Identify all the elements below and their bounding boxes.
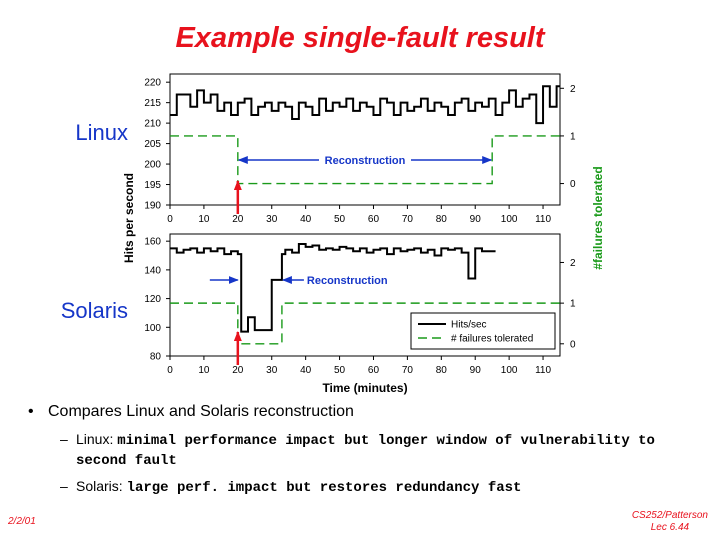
sub-bullet-linux: – Linux: minimal performance impact but … xyxy=(60,430,708,470)
y-tick-label: 190 xyxy=(144,201,161,212)
x-tick-label: 0 xyxy=(167,214,173,225)
series-line-hits xyxy=(170,243,496,333)
legend-label-hits: Hits/sec xyxy=(451,320,487,331)
series-line-failures xyxy=(170,135,560,185)
reconstruction-label: Reconstruction xyxy=(325,155,406,167)
x-tick-label: 70 xyxy=(402,214,414,225)
legend-box xyxy=(410,312,556,350)
sub-bullet-prefix: Solaris: xyxy=(76,478,127,494)
y2-tick-label: 2 xyxy=(570,258,576,269)
x-tick-label: 10 xyxy=(198,214,210,225)
footer-course-name: CS252/Patterson xyxy=(631,510,708,521)
legend: Hits/sec # failures tolerated xyxy=(410,312,556,350)
x-axis-title: Time (minutes) xyxy=(322,381,407,395)
x-tick-label: 30 xyxy=(266,365,278,376)
y-tick-label: 140 xyxy=(144,265,161,276)
legend-label-failures: # failures tolerated xyxy=(451,334,533,345)
plot-frame xyxy=(169,233,561,357)
x-tick-label: 50 xyxy=(334,365,346,376)
x-tick-label: 50 xyxy=(334,214,346,225)
y2-tick-label: 0 xyxy=(570,339,576,350)
x-tick-label: 60 xyxy=(368,365,380,376)
y2-tick-label: 1 xyxy=(570,131,576,142)
y2-tick-label: 2 xyxy=(570,84,576,95)
x-tick-label: 40 xyxy=(300,365,312,376)
x-tick-label: 110 xyxy=(535,214,551,225)
y-tick-label: 205 xyxy=(144,139,161,150)
sub-bullet-dash: – xyxy=(60,431,68,447)
x-tick-label: 90 xyxy=(470,365,482,376)
bullet-dot: • xyxy=(28,403,34,420)
x-tick-label: 110 xyxy=(535,365,551,376)
x-tick-label: 80 xyxy=(436,214,448,225)
x-tick-label: 60 xyxy=(368,214,380,225)
bullet-list: • Compares Linux and Solaris reconstruct… xyxy=(28,401,708,497)
x-tick-label: 80 xyxy=(436,365,448,376)
x-tick-label: 100 xyxy=(501,365,518,376)
x-tick-label: 90 xyxy=(470,214,482,225)
chart-panel-linux: 0 10 20 30 40 50 60 70 80 90 100 110190195200205210… xyxy=(75,73,576,225)
sub-bullet-emphasis: minimal performance impact but longer wi… xyxy=(76,433,655,469)
x-tick-label: 30 xyxy=(266,214,278,225)
chart-panel-solaris: 0 10 20 30 40 50 60 70 80 90 100 110 80 100 120 140 160 0… xyxy=(61,233,576,376)
footer-course: CS252/Patterson Lec 6.44 xyxy=(632,510,708,534)
footer-lecture-number: Lec 6.44 xyxy=(650,522,690,533)
x-tick-label: 0 xyxy=(167,365,173,376)
series-line-hits xyxy=(170,85,560,125)
x-tick-label: 10 xyxy=(198,365,210,376)
reconstruction-label: Reconstruction xyxy=(307,275,388,287)
x-tick-label: 20 xyxy=(232,214,244,225)
series-line-failures xyxy=(170,302,560,345)
y-axis-title: Hits per second xyxy=(122,173,136,263)
y2-axis-title: #failures tolerated xyxy=(591,166,605,269)
y2-tick-label: 0 xyxy=(570,179,576,190)
y-tick-label: 80 xyxy=(150,352,162,363)
sub-bullet-dash: – xyxy=(60,478,68,494)
footer-date: 2/2/01 xyxy=(8,516,36,527)
x-tick-label: 20 xyxy=(232,365,244,376)
y-tick-label: 100 xyxy=(144,323,161,334)
bullet-item: • Compares Linux and Solaris reconstruct… xyxy=(28,401,708,423)
x-tick-label: 40 xyxy=(300,214,312,225)
y-tick-label: 195 xyxy=(144,180,161,191)
x-tick-label: 70 xyxy=(402,365,414,376)
sub-bullet-prefix: Linux: xyxy=(76,431,118,447)
y-tick-label: 200 xyxy=(144,160,161,171)
slide-title: Example single-fault result xyxy=(175,22,545,54)
bullet-text: Compares Linux and Solaris reconstructio… xyxy=(48,403,354,420)
y-tick-label: 220 xyxy=(144,78,161,89)
os-label: Solaris xyxy=(61,298,128,323)
plot-frame xyxy=(169,73,561,206)
y-tick-label: 160 xyxy=(144,237,161,248)
sub-bullet-emphasis: large perf. impact but restores redundan… xyxy=(126,480,522,496)
sub-bullet-solaris: – Solaris: large perf. impact but restor… xyxy=(60,477,708,497)
y-tick-label: 215 xyxy=(144,98,161,109)
y-tick-label: 120 xyxy=(144,294,161,305)
os-label: Linux xyxy=(75,120,128,145)
x-tick-label: 100 xyxy=(501,214,518,225)
y-tick-label: 210 xyxy=(144,119,161,130)
y2-tick-label: 1 xyxy=(570,299,576,310)
